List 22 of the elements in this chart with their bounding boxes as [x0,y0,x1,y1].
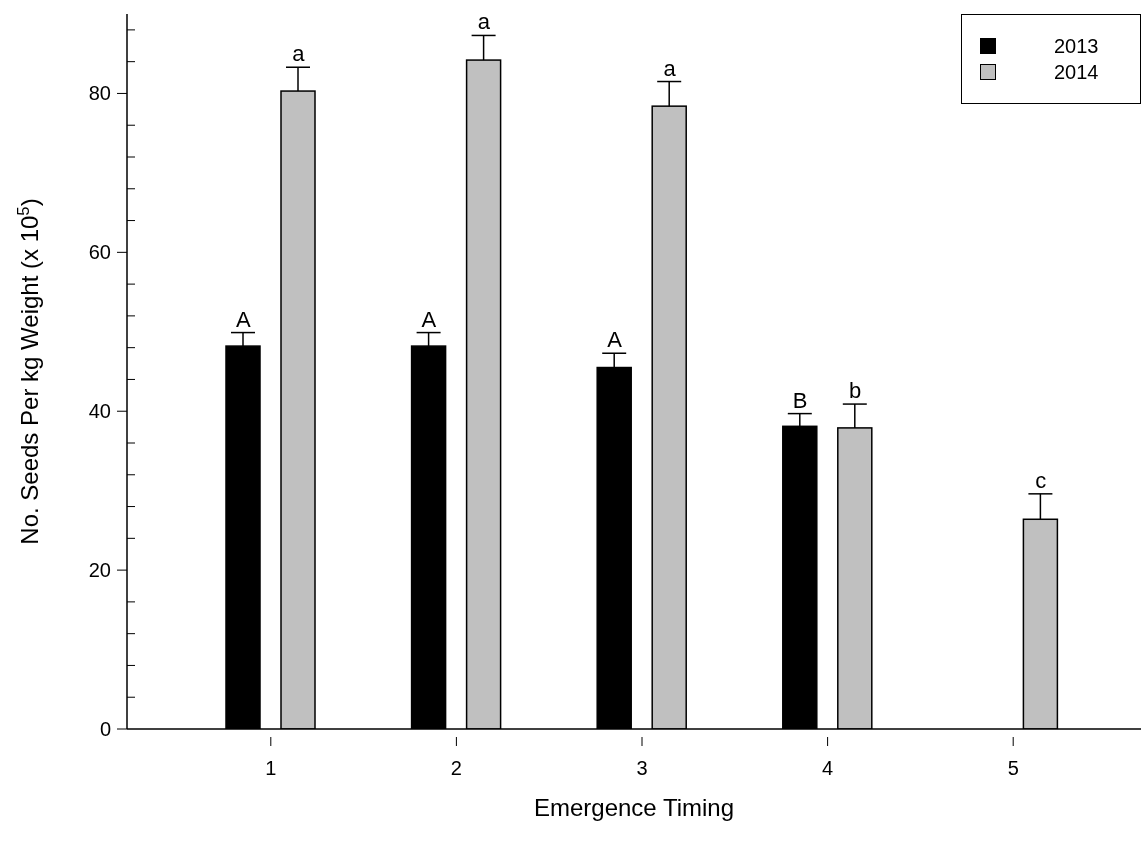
annotation: a [292,41,306,67]
x-tick-label: 3 [636,757,648,779]
y-tick-label: 80 [88,82,111,105]
x-tick-label: 2 [450,757,462,779]
x-tick-label: 1 [265,757,277,779]
y-tick-label: 0 [99,718,111,740]
annotation: c [1035,467,1047,493]
x-tick-label: 4 [822,757,834,779]
annotation: B [792,387,808,413]
x-tick-label: 5 [1007,757,1019,779]
y-tick-label: 20 [88,559,111,582]
annotation: A [235,306,251,332]
y-tick-label: 60 [88,241,111,264]
text: 2013 [1054,34,1099,58]
annotation: A [421,306,437,332]
annotation: A [607,327,623,353]
x-axis-title: Emergence Timing [533,794,735,821]
annotation: b [848,378,862,404]
y-tick-label: 40 [88,400,111,423]
text: 2014 [1054,60,1099,84]
annotation: a [663,55,677,81]
annotation: a [477,9,491,35]
